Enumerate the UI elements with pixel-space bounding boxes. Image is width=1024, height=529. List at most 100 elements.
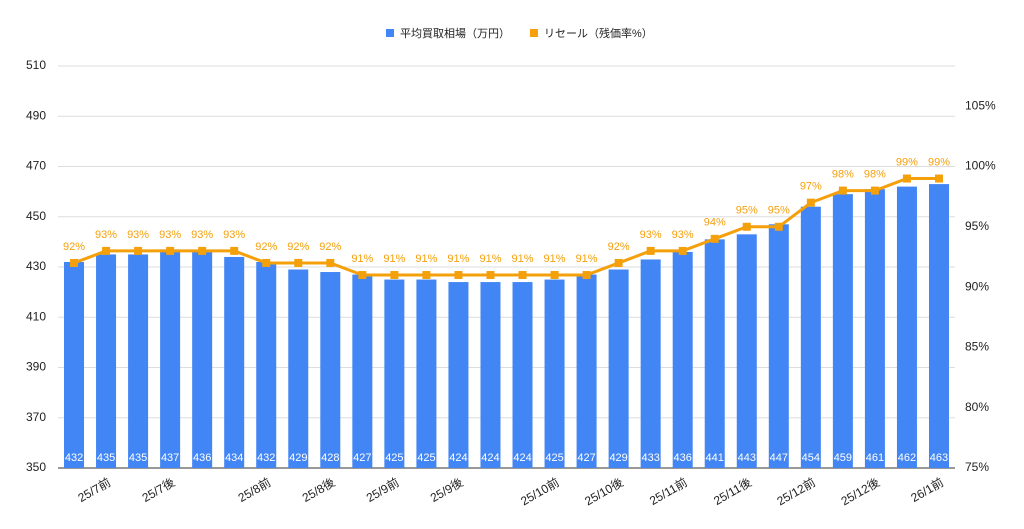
bar-label: 459: [834, 452, 852, 464]
bar-label: 461: [866, 452, 884, 464]
y2-tick-label: 75%: [965, 460, 989, 474]
line-marker: [70, 258, 79, 267]
line-marker: [294, 258, 303, 267]
line-label: 91%: [576, 253, 598, 265]
x-tick-label: 25/9後: [428, 475, 466, 505]
y2-tick-label: 105%: [965, 98, 996, 112]
bar-label: 436: [674, 452, 692, 464]
x-tick-label: 25/7前: [75, 474, 113, 505]
y-tick-label: 510: [26, 58, 46, 72]
x-tick-label: 25/7後: [140, 475, 178, 505]
bar-label: 428: [321, 452, 339, 464]
bar-label: 437: [161, 452, 179, 464]
line-label: 93%: [223, 229, 245, 241]
line-label: 99%: [928, 156, 950, 168]
line-marker: [326, 258, 335, 267]
y2-tick-label: 95%: [965, 219, 989, 233]
line-label: 98%: [832, 168, 854, 180]
line-label: 94%: [704, 217, 726, 229]
bar: [640, 259, 661, 468]
bar: [320, 272, 341, 468]
line-label: 92%: [608, 241, 630, 253]
line-marker: [230, 246, 239, 255]
bar: [160, 249, 181, 468]
bar-label: 443: [738, 452, 756, 464]
x-tick-label: 25/8後: [300, 475, 338, 505]
bar-label: 463: [930, 452, 948, 464]
line-marker: [806, 198, 815, 207]
bar: [384, 279, 405, 468]
bar-label: 427: [353, 452, 371, 464]
line-label: 91%: [383, 253, 405, 265]
bar-label: 435: [129, 452, 147, 464]
line-marker: [582, 271, 591, 280]
bar: [192, 251, 213, 468]
line-marker: [678, 246, 687, 255]
bar-label: 454: [802, 452, 820, 464]
y-tick-label: 410: [26, 309, 46, 323]
bar: [448, 282, 469, 468]
x-tick-label: 25/12前: [774, 474, 818, 508]
bar-label: 424: [449, 452, 467, 464]
x-tick-label: 25/12後: [839, 475, 882, 508]
line-label: 91%: [544, 253, 566, 265]
bar: [576, 274, 597, 468]
line-label: 93%: [127, 229, 149, 241]
line-marker: [454, 271, 463, 280]
x-tick-label: 25/11後: [711, 475, 754, 508]
y-tick-label: 390: [26, 360, 46, 374]
bar: [864, 189, 885, 469]
y-tick-label: 450: [26, 209, 46, 223]
line-marker: [134, 246, 143, 255]
bar: [544, 279, 565, 468]
bar-label: 433: [641, 452, 659, 464]
x-tick-label: 25/10後: [582, 475, 625, 508]
y2-tick-label: 85%: [965, 340, 989, 354]
bar: [480, 282, 501, 468]
line-label: 92%: [319, 241, 341, 253]
y-tick-label: 470: [26, 159, 46, 173]
y-tick-label: 490: [26, 108, 46, 122]
line-label: 91%: [447, 253, 469, 265]
bar: [352, 274, 373, 468]
bar: [416, 279, 437, 468]
x-tick-label: 25/10前: [518, 474, 562, 508]
line-label: 91%: [415, 253, 437, 265]
line-marker: [550, 271, 559, 280]
line-label: 93%: [672, 229, 694, 241]
bar: [224, 256, 245, 468]
bar: [64, 261, 85, 468]
line-marker: [262, 258, 271, 267]
bar-label: 425: [385, 452, 403, 464]
line-label: 93%: [191, 229, 213, 241]
line-marker: [902, 174, 911, 183]
legend-label: リセール（残価率%）: [544, 26, 653, 40]
x-tick-label: 25/9前: [363, 474, 401, 505]
x-tick-label: 25/8前: [235, 474, 273, 505]
bar: [96, 254, 117, 468]
bar: [768, 224, 789, 468]
bar: [256, 261, 277, 468]
line-marker: [774, 222, 783, 231]
bar-label: 429: [609, 452, 627, 464]
line-marker: [166, 246, 175, 255]
line-marker: [742, 222, 751, 231]
line-marker: [614, 258, 623, 267]
bar: [128, 254, 149, 468]
line-marker: [518, 271, 527, 280]
line: [73, 177, 939, 277]
bar-label: 462: [898, 452, 916, 464]
line-label: 91%: [479, 253, 501, 265]
line-label: 92%: [287, 241, 309, 253]
bar-label: 447: [770, 452, 788, 464]
line-marker: [646, 246, 655, 255]
line-marker: [710, 234, 719, 243]
line-marker: [934, 174, 943, 183]
line-marker: [838, 186, 847, 195]
y2-tick-label: 100%: [965, 159, 996, 173]
bar-label: 434: [225, 452, 243, 464]
line-marker: [422, 271, 431, 280]
y-tick-label: 350: [26, 460, 46, 474]
line-marker: [198, 246, 207, 255]
